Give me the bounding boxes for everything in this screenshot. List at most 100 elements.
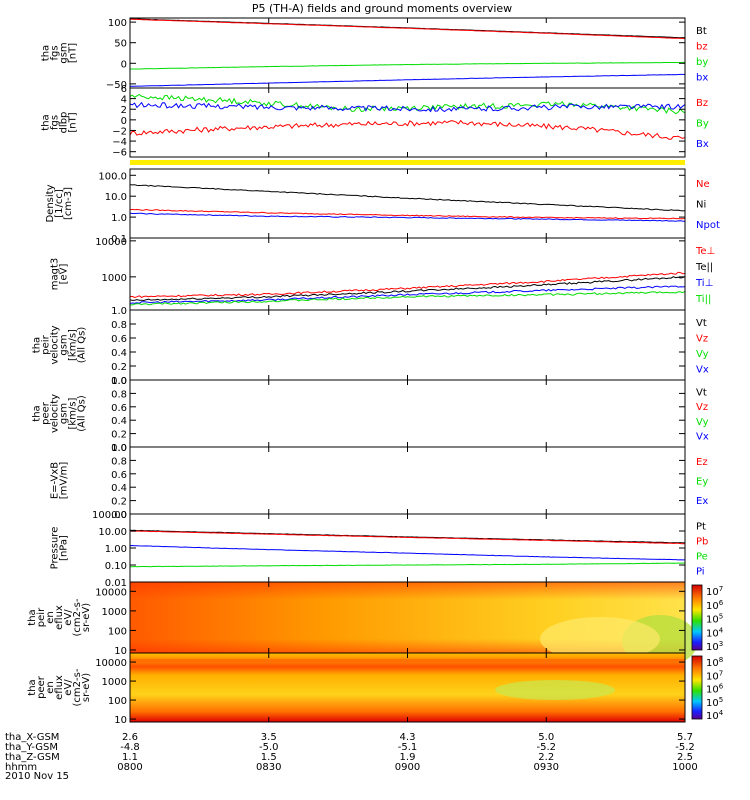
colorbar <box>691 584 703 651</box>
ephem-value-t: 0930 <box>534 762 559 773</box>
legend-pressure-3: Pi <box>696 567 705 578</box>
ephem-label-y: tha_Y-GSM <box>5 742 58 753</box>
y-axis-label: (All Qs) <box>77 395 88 432</box>
series-line-temp-0 <box>129 271 686 299</box>
colorbar-label: 107 <box>706 669 723 682</box>
ephem-value-x: 5.0 <box>538 732 554 743</box>
ephem-value-x: 4.3 <box>400 732 416 743</box>
y-tick-label: 100.00 <box>92 510 127 521</box>
panel-frame <box>129 309 686 381</box>
ephem-value-y: -5.2 <box>675 742 695 753</box>
series-line-fgs-3 <box>130 73 686 87</box>
ephem-value-t: 1000 <box>672 762 697 773</box>
y-tick-label: 1.0 <box>111 376 127 387</box>
legend-peer_vel-3: Vx <box>696 432 709 443</box>
legend-efield-2: Ex <box>696 496 708 507</box>
y-axis-label: eflux <box>54 675 65 700</box>
y-tick-label: 0.0 <box>111 510 127 521</box>
y-axis-label: (All Qs) <box>77 327 88 364</box>
y-axis-label: Density <box>45 184 56 222</box>
date-label: 2010 Nov 15 <box>5 771 69 782</box>
colorbar-label: 108 <box>706 656 723 669</box>
y-tick-label: 10 <box>114 715 127 726</box>
ephem-value-x: 2.6 <box>122 732 138 743</box>
legend-density-0: Ne <box>696 179 710 190</box>
ephem-value-y: -5.1 <box>398 742 418 753</box>
y-axis-label: peir <box>36 607 47 627</box>
colorbar-label: 104 <box>706 709 724 722</box>
series-line-pressure-1 <box>129 530 685 545</box>
y-tick-label: 0.6 <box>111 403 127 414</box>
y-axis-label: peer <box>36 675 47 699</box>
series-line-pressure-0 <box>129 529 686 544</box>
series-line-density-1 <box>129 184 686 212</box>
y-axis-label: tha <box>41 114 52 130</box>
colorbar <box>691 655 703 720</box>
series-line-fgs-2 <box>129 61 685 70</box>
y-axis-label: velocity <box>50 325 61 364</box>
y-axis-label: sr-eV) <box>81 603 92 632</box>
y-tick-label: 0.4 <box>111 416 127 427</box>
quality-flag-bar <box>130 160 685 165</box>
series-line-density-2 <box>129 212 686 222</box>
panel-pressure: Pt Pb Pe Pi 100.00 10.00 1.00 0.10 0.01 Pressure[… <box>50 510 709 589</box>
y-tick-label: 2 <box>121 105 127 116</box>
y-axis-label: fgs <box>50 45 61 60</box>
y-axis-label: [km/s] <box>68 397 79 429</box>
y-axis-label: velocity <box>50 394 61 433</box>
y-tick-label: 1.0 <box>111 443 127 454</box>
series-line-dlbp-1 <box>129 93 686 115</box>
y-tick-label: 0.10 <box>105 561 127 572</box>
legend-peer_vel-1: Vz <box>696 402 708 413</box>
y-axis-label: peer <box>41 401 52 425</box>
legend-dlbp-2: Bx <box>696 139 709 150</box>
y-tick-label: 10.0 <box>105 192 127 203</box>
colorbar-label: 105 <box>706 696 723 709</box>
series-line-density-0 <box>129 208 686 220</box>
y-axis-label: E=-VxB <box>50 462 61 499</box>
y-axis-label: eflux <box>54 605 65 630</box>
y-axis-label: [nT] <box>68 43 79 63</box>
y-tick-label: 0.6 <box>111 334 127 345</box>
ephem-value-x: 3.5 <box>261 732 277 743</box>
y-tick-label: 0.8 <box>111 320 127 331</box>
y-tick-label: 1000 <box>102 607 127 618</box>
legend-pressure-1: Pb <box>696 537 708 548</box>
y-axis-label: eV/ <box>63 609 74 626</box>
legend-fgs-0: Bt <box>696 26 707 37</box>
y-tick-label: 0.4 <box>111 483 127 494</box>
y-tick-label: −50 <box>106 80 127 91</box>
ephem-value-t: 0830 <box>256 762 281 773</box>
y-tick-label: 0.1 <box>111 234 127 245</box>
y-tick-label: 10000 <box>95 237 127 248</box>
y-tick-label: 0.4 <box>111 348 127 359</box>
ephem-value-y: -5.2 <box>536 742 556 753</box>
y-axis-label: magt3 <box>50 258 61 291</box>
legend-peir_vel-1: Vz <box>696 333 708 344</box>
y-tick-label: 10 <box>114 646 127 657</box>
series-line-pressure-2 <box>130 562 686 568</box>
y-tick-label: 0.8 <box>111 456 127 467</box>
y-axis-label: sr-eV) <box>81 673 92 702</box>
ephem-label-time: hhmm <box>5 762 37 773</box>
y-tick-label: 0.6 <box>111 470 127 481</box>
panel-peer_vel: Vt Vz Vy Vx 1.0 0.8 0.6 0.4 0.2 0.0 thapeervelocit… <box>32 376 709 454</box>
y-tick-label: 0.2 <box>111 362 127 373</box>
colorbar-label: 107 <box>706 585 723 598</box>
y-tick-label: 100 <box>108 696 127 707</box>
y-tick-label: 4 <box>121 95 127 106</box>
y-axis-label: (cm2-s- <box>72 668 83 706</box>
y-tick-label: 6 <box>121 84 127 95</box>
y-tick-label: 0 <box>121 116 127 127</box>
y-axis-label: [eV] <box>59 264 70 285</box>
y-tick-label: 10000 <box>95 658 127 669</box>
y-tick-label: 0 <box>121 59 127 70</box>
panel-frame <box>129 168 686 239</box>
panel-peir_vel: Vt Vz Vy Vx 1.0 0.8 0.6 0.4 0.2 0.0 thapeirvelocit… <box>32 306 709 387</box>
colorbar-label: 104 <box>706 626 724 639</box>
y-axis-label: [nT] <box>68 112 79 132</box>
legend-peir_vel-2: Vy <box>696 349 709 360</box>
